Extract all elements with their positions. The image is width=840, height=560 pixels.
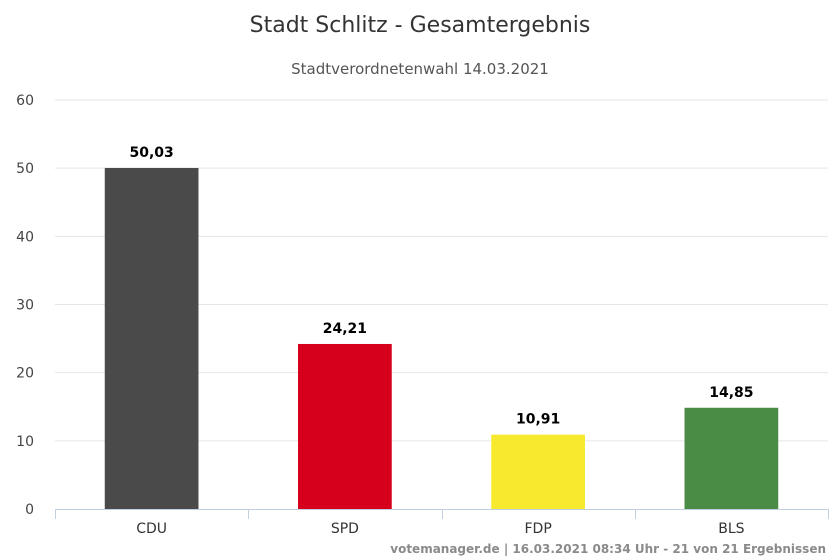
y-tick-label: 50 — [16, 161, 34, 177]
y-tick-label: 10 — [16, 434, 34, 450]
data-label: 50,03 — [129, 145, 173, 161]
chart-subtitle: Stadtverordnetenwahl 14.03.2021 — [291, 60, 549, 78]
bar-cdu — [104, 167, 199, 510]
bar-spd — [298, 343, 392, 509]
bar-fdp — [491, 434, 585, 509]
bar-bls — [684, 407, 779, 509]
bars — [104, 167, 779, 510]
y-tick-label: 0 — [25, 502, 34, 518]
data-label: 14,85 — [709, 385, 753, 401]
x-tick-label: SPD — [331, 521, 359, 537]
data-label: 10,91 — [516, 412, 560, 428]
x-tick-label: BLS — [718, 521, 744, 537]
y-tick-label: 20 — [16, 366, 34, 382]
x-axis: CDU SPD FDP BLS — [55, 509, 829, 537]
y-tick-label: 30 — [16, 298, 34, 314]
data-labels: 50,03 24,21 10,91 14,85 — [129, 145, 753, 428]
y-tick-label: 60 — [16, 93, 34, 109]
credit-text: votemanager.de | 16.03.2021 08:34 Uhr - … — [390, 542, 826, 556]
x-tick-label: CDU — [136, 521, 167, 537]
y-tick-label: 40 — [16, 229, 34, 245]
x-tick-label: FDP — [524, 521, 551, 537]
data-label: 24,21 — [323, 321, 367, 337]
chart-title: Stadt Schlitz - Gesamtergebnis — [250, 13, 591, 38]
y-axis: 0 10 20 30 40 50 60 — [16, 93, 34, 518]
